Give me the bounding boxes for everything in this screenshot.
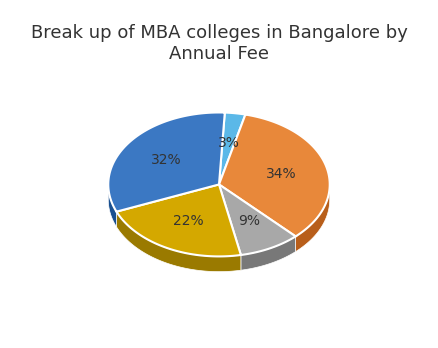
Polygon shape [117, 212, 241, 272]
Text: 32%: 32% [152, 153, 182, 167]
Polygon shape [108, 112, 225, 212]
Text: 34%: 34% [266, 167, 297, 181]
Text: 3%: 3% [217, 136, 239, 150]
Polygon shape [241, 236, 296, 270]
Legend: < 1 Lakh, 1-2 Lakh, 2-3 Lakh, 3-5 Lakh, > 5 Lakh: < 1 Lakh, 1-2 Lakh, 2-3 Lakh, 3-5 Lakh, … [11, 345, 427, 348]
Text: 22%: 22% [173, 214, 204, 228]
Text: 9%: 9% [238, 214, 260, 228]
Polygon shape [117, 184, 241, 256]
Polygon shape [296, 185, 330, 252]
Polygon shape [108, 186, 117, 227]
Text: Break up of MBA colleges in Bangalore by
Annual Fee: Break up of MBA colleges in Bangalore by… [31, 24, 407, 63]
Polygon shape [219, 114, 330, 236]
Polygon shape [219, 112, 245, 184]
Polygon shape [219, 184, 296, 255]
